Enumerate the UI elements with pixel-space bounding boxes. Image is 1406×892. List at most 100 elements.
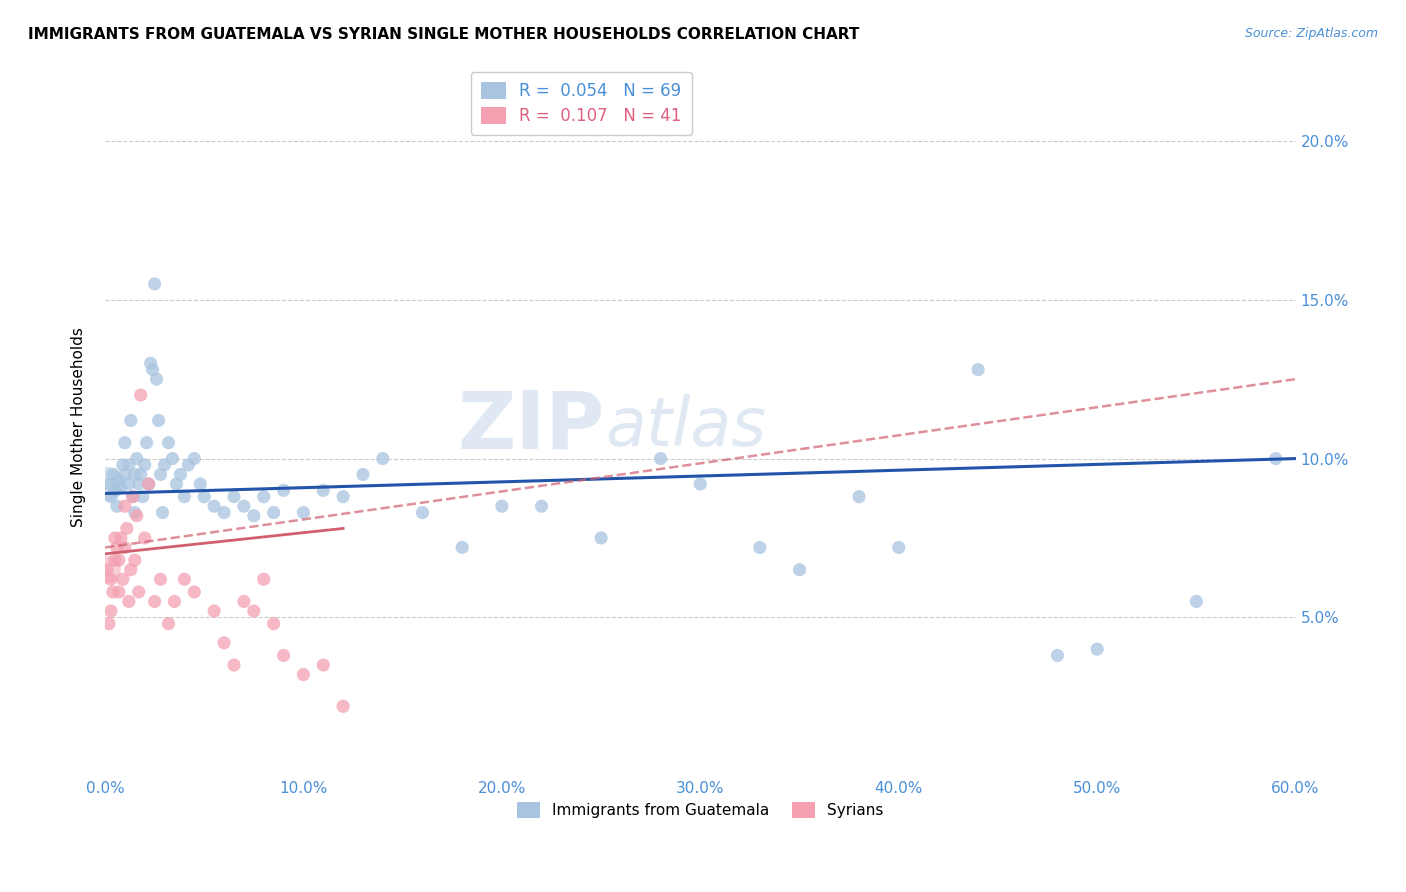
Text: atlas: atlas (605, 393, 766, 459)
Point (530, 499, 553, 513)
Point (128, 477, 150, 491)
Point (97, 477, 120, 491)
Point (169, 467, 191, 482)
Point (887, 541, 910, 555)
Point (125, 508, 148, 523)
Point (120, 413, 142, 427)
Point (96, 563, 118, 577)
Point (188, 477, 211, 491)
Point (129, 467, 152, 482)
Point (183, 585, 205, 599)
Point (1264, 451, 1286, 466)
Point (108, 585, 131, 599)
Point (108, 474, 131, 488)
Point (292, 506, 315, 520)
Point (131, 490, 153, 504)
Point (202, 604, 225, 618)
Point (135, 435, 157, 450)
Point (232, 594, 254, 608)
Point (138, 477, 160, 491)
Point (149, 467, 172, 482)
Point (148, 413, 170, 427)
Point (591, 531, 613, 545)
Point (100, 490, 122, 504)
Point (143, 594, 166, 608)
Point (312, 658, 335, 673)
Point (120, 563, 142, 577)
Point (193, 490, 215, 504)
Point (100, 572, 122, 586)
Point (1085, 642, 1108, 657)
Y-axis label: Single Mother Households: Single Mother Households (72, 326, 86, 527)
Point (253, 572, 276, 586)
Point (104, 553, 127, 567)
Point (222, 490, 245, 504)
Point (332, 490, 354, 504)
Point (292, 667, 315, 681)
Point (1046, 648, 1069, 663)
Legend: Immigrants from Guatemala, Syrians: Immigrants from Guatemala, Syrians (510, 797, 890, 824)
Point (145, 372, 167, 386)
Point (222, 658, 245, 673)
Point (96, 563, 118, 577)
Point (789, 563, 811, 577)
Point (153, 458, 176, 472)
Point (263, 616, 285, 631)
Point (110, 531, 132, 545)
Text: ZIP: ZIP (458, 388, 605, 466)
Point (332, 699, 354, 714)
Point (212, 636, 235, 650)
Point (97, 616, 120, 631)
Point (96, 477, 118, 491)
Point (114, 435, 136, 450)
Point (371, 451, 394, 466)
Point (111, 458, 134, 472)
Point (157, 435, 180, 450)
Point (253, 490, 276, 504)
Point (124, 506, 146, 520)
Point (451, 541, 474, 555)
Point (138, 477, 160, 491)
Point (105, 499, 128, 513)
Text: Source: ZipAtlas.com: Source: ZipAtlas.com (1244, 27, 1378, 40)
Point (263, 506, 285, 520)
Point (118, 477, 141, 491)
Point (165, 477, 187, 491)
Point (152, 506, 174, 520)
Point (149, 572, 172, 586)
Point (108, 553, 131, 567)
Point (142, 362, 165, 376)
Point (121, 490, 143, 504)
Point (100, 604, 122, 618)
Point (650, 451, 672, 466)
Point (273, 483, 295, 498)
Point (118, 594, 141, 608)
Point (104, 483, 127, 498)
Point (110, 480, 132, 494)
Point (125, 451, 148, 466)
Point (129, 388, 152, 402)
Point (157, 616, 180, 631)
Point (273, 648, 295, 663)
Point (134, 458, 156, 472)
Point (173, 572, 195, 586)
Point (202, 499, 225, 513)
Point (139, 356, 162, 370)
Point (173, 490, 195, 504)
Point (143, 277, 166, 291)
Point (183, 451, 205, 466)
Point (212, 506, 235, 520)
Point (114, 499, 136, 513)
Point (243, 604, 266, 618)
Point (411, 506, 433, 520)
Point (243, 508, 266, 523)
Point (162, 451, 184, 466)
Point (115, 521, 138, 535)
Point (748, 541, 770, 555)
Point (121, 490, 143, 504)
Point (104, 531, 127, 545)
Point (105, 541, 128, 555)
Point (128, 585, 150, 599)
Point (124, 553, 146, 567)
Point (163, 594, 186, 608)
